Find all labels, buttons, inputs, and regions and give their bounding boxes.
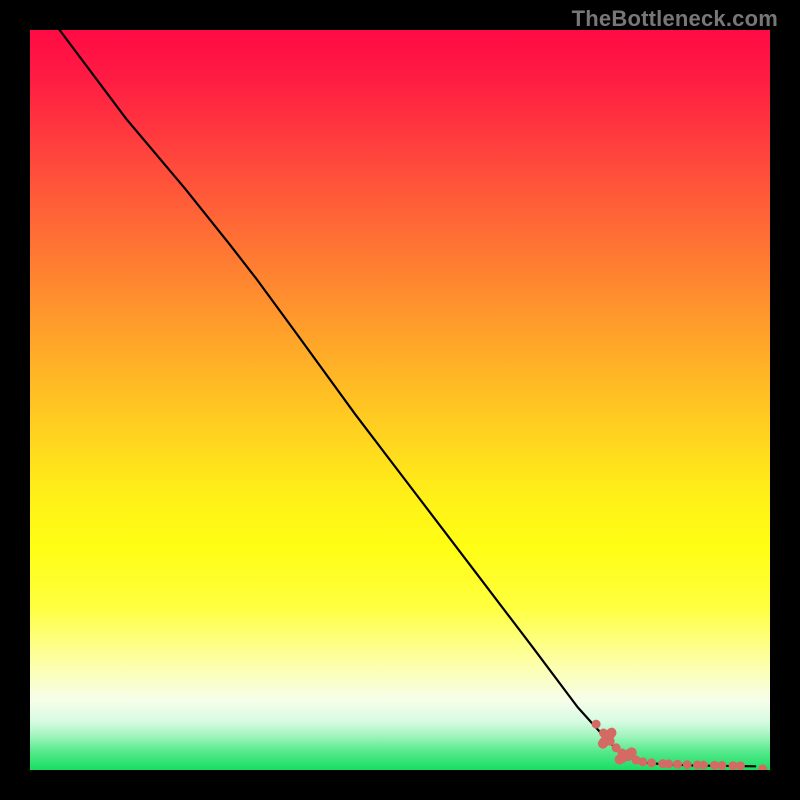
marker-dot-18 bbox=[736, 761, 745, 770]
marker-dot-7 bbox=[638, 757, 647, 766]
marker-dot-10 bbox=[664, 759, 673, 768]
chart-svg bbox=[30, 30, 770, 770]
marker-dot-16 bbox=[717, 761, 726, 770]
marker-dot-1 bbox=[599, 729, 608, 738]
marker-dot-12 bbox=[683, 760, 692, 769]
marker-dot-19 bbox=[758, 764, 767, 770]
plot-area bbox=[30, 30, 770, 770]
marker-dot-11 bbox=[673, 760, 682, 769]
bottleneck-curve bbox=[60, 30, 756, 766]
marker-dot-8 bbox=[647, 758, 656, 767]
marker-dot-14 bbox=[699, 761, 708, 770]
curve-group bbox=[60, 30, 756, 766]
marker-dot-5 bbox=[623, 752, 632, 761]
marker-dot-0 bbox=[592, 720, 601, 729]
watermark-text: TheBottleneck.com bbox=[572, 6, 778, 32]
